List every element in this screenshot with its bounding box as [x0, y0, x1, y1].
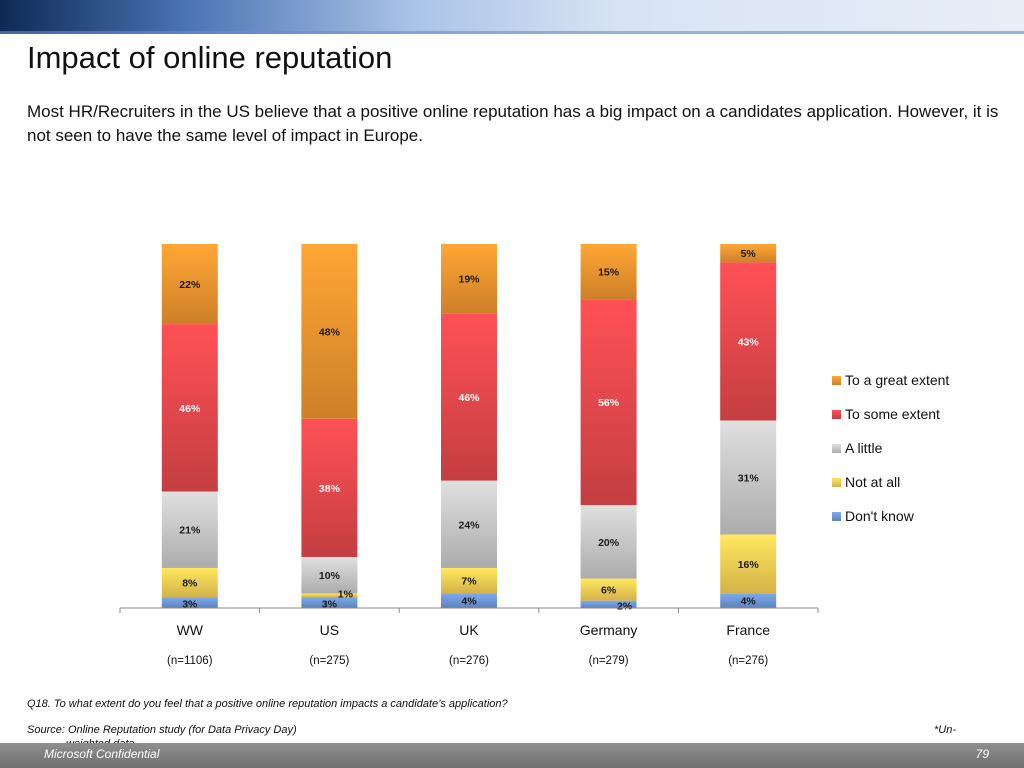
sample-size-ww: (n=1106) — [167, 655, 213, 667]
bar-uk-don-t-know — [441, 593, 497, 608]
legend-swatch-don-t-know — [832, 512, 841, 521]
category-label-us: US — [320, 622, 339, 638]
legend-swatch-to-a-great-extent — [832, 376, 841, 385]
data-label-france-a-little: 31% — [738, 472, 760, 484]
data-label-us-to-some-extent: 38% — [319, 483, 341, 495]
source-note: Source: Online Reputation study (for Dat… — [27, 724, 297, 736]
data-label-germany-to-a-great-extent: 15% — [598, 267, 620, 279]
data-label-us-to-a-great-extent: 48% — [319, 326, 341, 338]
category-label-germany: Germany — [580, 622, 638, 638]
data-label-uk-a-little: 24% — [458, 519, 480, 531]
legend-label-not-at-all: Not at all — [845, 474, 900, 490]
data-label-ww-don-t-know: 3% — [182, 599, 198, 611]
category-label-ww: WW — [177, 622, 204, 638]
data-label-ww-a-little: 21% — [179, 525, 201, 537]
category-label-uk: UK — [459, 622, 479, 638]
data-label-uk-don-t-know: 4% — [461, 596, 477, 608]
page-title: Impact of online reputation — [27, 40, 393, 75]
sample-size-france: (n=276) — [728, 655, 768, 667]
data-label-france-not-at-all: 16% — [738, 559, 760, 571]
bar-france-to-some-extent — [720, 262, 777, 421]
bar-us-to-some-extent — [301, 418, 358, 558]
bar-us-not-at-all — [301, 593, 358, 598]
page-number: 79 — [975, 747, 989, 761]
bar-ww-to-some-extent — [161, 324, 218, 492]
data-label-france-to-some-extent: 43% — [738, 336, 760, 348]
bar-us-to-a-great-extent — [301, 244, 358, 419]
data-label-france-don-t-know: 4% — [741, 596, 757, 608]
bar-uk-not-at-all — [441, 567, 497, 594]
legend-swatch-not-at-all — [832, 478, 841, 487]
sample-size-uk: (n=276) — [449, 655, 489, 667]
sample-size-germany: (n=279) — [589, 655, 629, 667]
top-banner — [0, 0, 1024, 34]
bar-uk-to-some-extent — [441, 313, 497, 481]
legend-label-don-t-know: Don't know — [845, 508, 915, 524]
bar-germany-not-at-all — [580, 578, 637, 601]
bar-france-to-a-great-extent — [720, 244, 777, 263]
legend-swatch-to-some-extent — [832, 410, 841, 419]
banner-rule — [0, 31, 1024, 34]
bar-germany-don-t-know — [580, 600, 637, 608]
data-label-uk-to-a-great-extent: 19% — [458, 274, 480, 286]
data-label-germany-to-some-extent: 56% — [598, 397, 620, 409]
bar-france-a-little — [720, 420, 777, 535]
footer-bar: Microsoft Confidential 79 — [0, 743, 1024, 768]
bar-uk-a-little — [441, 480, 497, 568]
legend-label-to-some-extent: To some extent — [845, 406, 940, 422]
bar-germany-to-some-extent — [580, 299, 637, 506]
bar-ww-to-a-great-extent — [161, 244, 218, 325]
legend-swatch-a-little — [832, 444, 841, 453]
category-label-france: France — [726, 622, 770, 638]
data-label-germany-a-little: 20% — [598, 537, 620, 549]
bar-france-not-at-all — [720, 534, 777, 594]
legend-label-a-little: A little — [845, 440, 883, 456]
data-label-germany-don-t-know: 2% — [617, 600, 633, 612]
data-label-ww-to-some-extent: 46% — [179, 403, 201, 415]
bar-germany-a-little — [580, 505, 637, 579]
data-label-germany-not-at-all: 6% — [601, 585, 617, 597]
page-subtitle: Most HR/Recruiters in the US believe tha… — [27, 102, 999, 145]
data-label-ww-to-a-great-extent: 22% — [179, 279, 201, 291]
bar-ww-don-t-know — [161, 597, 218, 608]
bar-uk-to-a-great-extent — [441, 244, 497, 314]
sample-size-us: (n=275) — [309, 655, 349, 667]
bar-us-don-t-know — [301, 597, 358, 608]
bar-france-don-t-know — [720, 593, 777, 608]
survey-question: Q18. To what extent do you feel that a p… — [27, 698, 508, 710]
bar-ww-a-little — [161, 491, 218, 568]
data-label-us-a-little: 10% — [319, 570, 341, 582]
confidential-label: Microsoft Confidential — [44, 747, 160, 761]
data-label-us-don-t-know: 3% — [322, 599, 338, 611]
bar-ww-not-at-all — [161, 567, 218, 598]
data-label-ww-not-at-all: 8% — [182, 578, 198, 590]
bar-germany-to-a-great-extent — [580, 244, 637, 300]
bar-us-a-little — [301, 557, 358, 594]
data-label-france-to-a-great-extent: 5% — [741, 248, 757, 260]
unweighted-note: *Un- — [934, 724, 957, 736]
stacked-bar-chart: 3%8%21%46%22%3%1%10%38%48%4%7%24%46%19%2… — [119, 244, 949, 667]
data-label-uk-not-at-all: 7% — [461, 576, 477, 588]
data-label-uk-to-some-extent: 46% — [458, 392, 480, 404]
legend-label-to-a-great-extent: To a great extent — [845, 372, 949, 388]
data-label-us-not-at-all: 1% — [338, 588, 354, 600]
